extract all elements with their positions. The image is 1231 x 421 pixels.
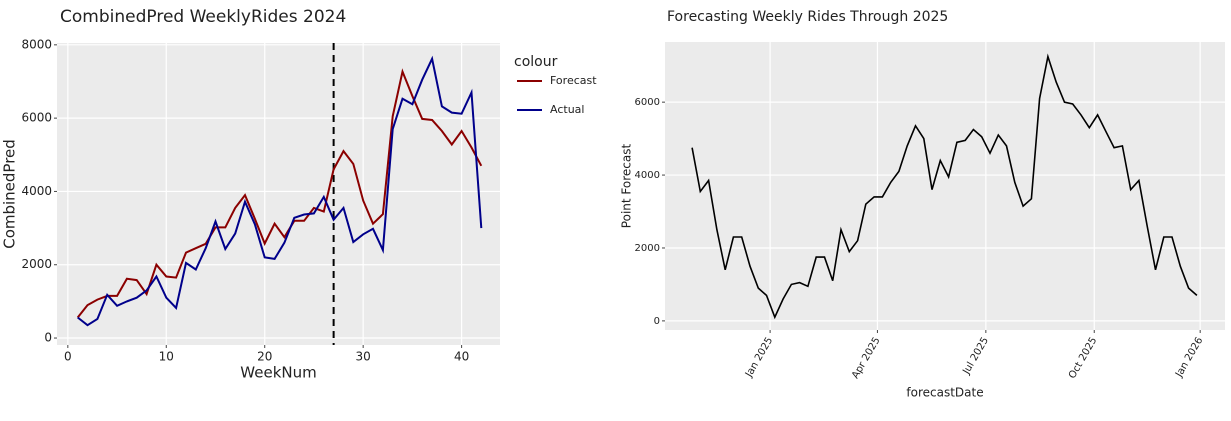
x-tick-label: 0 [64,350,72,364]
y-tick-label: 0 [654,316,660,327]
y-tick-label: 8000 [21,37,52,51]
x-tick-label: 40 [454,350,469,364]
y-tick-label: 2000 [21,257,52,271]
x-axis-label: WeekNum [240,364,316,382]
x-tick-label: 20 [257,350,272,364]
line-series [691,53,1198,320]
y-tick-label: 4000 [635,170,660,181]
x-axis-label: forecastDate [906,386,983,400]
x-tick-label: Jan 2026 [1173,336,1205,381]
plot-background [57,43,500,345]
plot-background [665,42,1225,330]
chart-title: CombinedPred WeeklyRides 2024 [60,7,346,27]
y-tick-label: 0 [44,331,52,345]
legend-title: colour [514,54,558,70]
legend-label: Actual [550,103,584,116]
x-tick-label: 10 [159,350,174,364]
chart-title: Forecasting Weekly Rides Through 2025 [667,9,948,25]
y-tick-label: 6000 [21,111,52,125]
x-tick-label: Apr 2025 [850,336,882,381]
x-tick-label: Oct 2025 [1067,336,1099,381]
y-axis-label: Point Forecast [620,144,634,229]
y-tick-label: 2000 [635,243,660,254]
y-tick-label: 4000 [21,184,52,198]
x-tick-label: 30 [356,350,371,364]
legend-label: Forecast [550,74,597,87]
y-axis-label: CombinedPred [1,139,19,249]
line-series [77,55,483,327]
x-tick-label: Jul 2025 [961,336,991,378]
y-tick-label: 6000 [635,97,660,108]
x-tick-label: Jan 2025 [743,336,775,381]
